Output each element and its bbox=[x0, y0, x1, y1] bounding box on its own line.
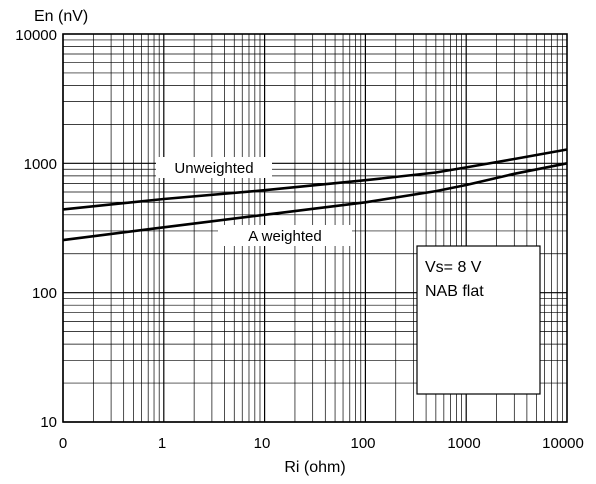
a-weighted-label: A weighted bbox=[248, 228, 321, 245]
a-weighted-label-bg bbox=[218, 225, 352, 246]
series-line-unweighted bbox=[62, 148, 568, 211]
annotation-line-1: Vs= 8 V bbox=[425, 259, 482, 276]
y-tick-label: 10000 bbox=[15, 27, 57, 44]
y-tick-label: 1000 bbox=[24, 156, 57, 173]
x-tick-label: 100 bbox=[350, 435, 375, 452]
y-tick-label: 10 bbox=[40, 414, 57, 431]
y-tick-label: 100 bbox=[32, 285, 57, 302]
unweighted-label: Unweighted bbox=[174, 160, 253, 177]
x-tick-label: 10 bbox=[254, 435, 271, 452]
series-line-a-weighted bbox=[62, 162, 568, 242]
x-tick-label: 10000 bbox=[542, 435, 584, 452]
x-tick-label: 1000 bbox=[447, 435, 480, 452]
unweighted-label-bg bbox=[156, 157, 272, 178]
annotation-line-2: NAB flat bbox=[425, 283, 484, 300]
annotation-box bbox=[416, 245, 541, 395]
y-axis-title: En (nV) bbox=[34, 8, 88, 25]
curves bbox=[62, 148, 568, 242]
x-tick-label: 1 bbox=[158, 435, 166, 452]
plot-frame bbox=[62, 33, 568, 423]
x-axis-title: Ri (ohm) bbox=[284, 459, 345, 476]
x-tick-label: 0 bbox=[59, 435, 67, 452]
